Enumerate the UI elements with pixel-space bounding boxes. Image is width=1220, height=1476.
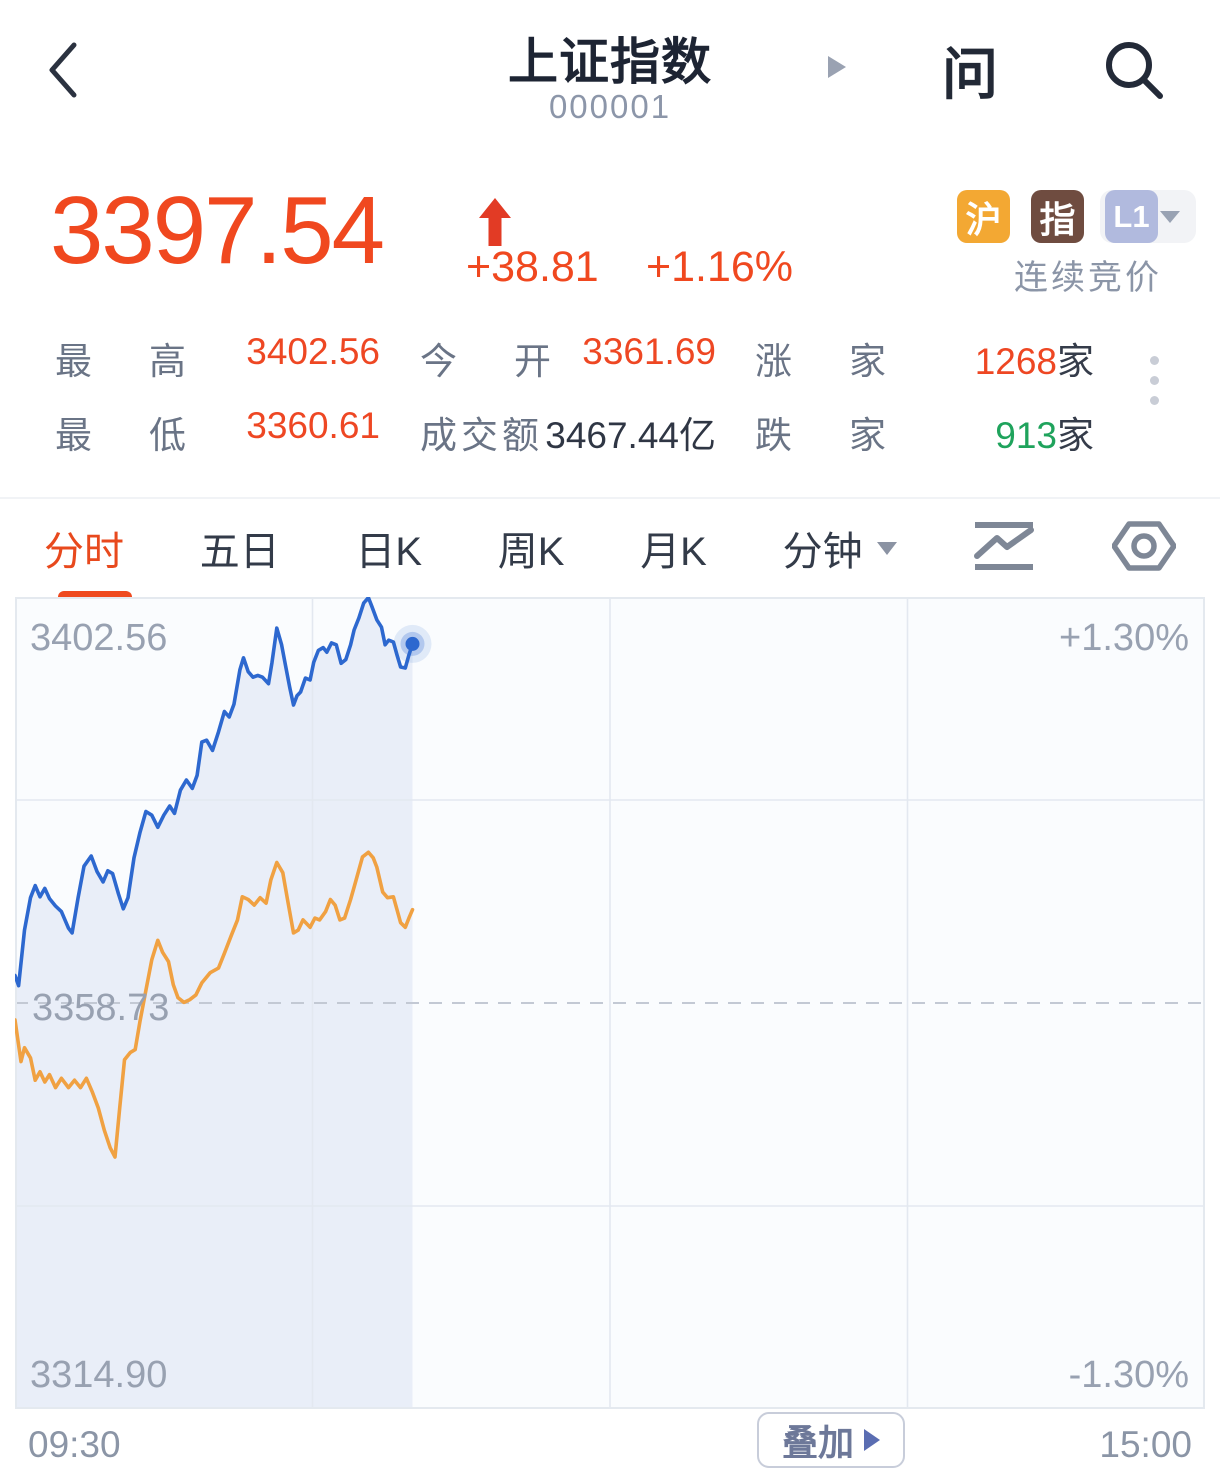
decliners-suffix: 家 xyxy=(1057,415,1094,456)
stat-value-advancers: 1268家 xyxy=(890,331,1094,385)
search-icon xyxy=(1106,42,1163,99)
play-right-icon xyxy=(864,1429,880,1451)
stat-label-turnover: 成交额 xyxy=(420,415,543,456)
stat-label-low: 最 低 xyxy=(55,415,196,456)
back-button[interactable] xyxy=(44,40,80,100)
session-status: 连续竞价 xyxy=(1014,259,1162,297)
settings-nut-icon xyxy=(1111,521,1177,571)
x-axis-end-time: 15:00 xyxy=(1099,1424,1192,1465)
chart-settings-button[interactable] xyxy=(1111,520,1177,576)
stat-value-high: 3402.56 xyxy=(246,331,380,372)
indicator-chart-button[interactable] xyxy=(972,520,1036,576)
stat-value-open: 3361.69 xyxy=(582,331,716,372)
advancers-count: 1268 xyxy=(974,341,1057,382)
tab-five-day[interactable]: 五日 xyxy=(199,530,280,574)
type-badge: 指 xyxy=(1031,190,1084,243)
intraday-chart[interactable]: 3402.56 +1.30% 3358.73 3314.90 -1.30% xyxy=(15,597,1205,1409)
chart-tabbar: 分时 五日 日K 周K 月K 分钟 xyxy=(0,497,1220,603)
up-arrow-icon xyxy=(479,198,511,246)
x-axis-start-time: 09:30 xyxy=(28,1424,121,1465)
tab-minute-label: 分钟 xyxy=(782,530,863,574)
y-label-high: 3402.56 xyxy=(30,617,168,659)
tab-intraday[interactable]: 分时 xyxy=(44,530,124,574)
stock-code: 000001 xyxy=(548,88,672,125)
level-badge: L1 xyxy=(1105,190,1158,243)
stat-label-advancers: 涨 家 xyxy=(755,341,896,382)
chevron-left-icon xyxy=(49,42,77,98)
chart-canvas xyxy=(15,597,1205,1409)
tab-daily-k[interactable]: 日K xyxy=(355,530,423,574)
ask-button[interactable]: 问 xyxy=(942,43,998,106)
tab-minute[interactable]: 分钟 xyxy=(783,519,897,577)
y-label-pct-high: +1.30% xyxy=(1059,617,1189,659)
tab-monthly-k[interactable]: 月K xyxy=(640,530,707,574)
decliners-count: 913 xyxy=(995,415,1057,456)
chevron-down-icon[interactable] xyxy=(1160,211,1180,223)
stat-label-decliners: 跌 家 xyxy=(755,415,896,456)
overlay-compare-button[interactable]: 叠加 xyxy=(757,1412,905,1468)
trend-lines-icon xyxy=(974,522,1035,570)
market-badge: 沪 xyxy=(957,190,1010,243)
stat-label-open: 今 开 xyxy=(420,341,561,382)
overlay-button-label: 叠加 xyxy=(781,1422,854,1463)
chevron-down-icon xyxy=(876,541,897,555)
chevron-right-icon[interactable] xyxy=(828,56,846,78)
price-change: +38.81 xyxy=(466,243,599,291)
stat-value-low: 3360.61 xyxy=(246,405,380,446)
search-button[interactable] xyxy=(1100,36,1168,104)
tab-weekly-k[interactable]: 周K xyxy=(497,530,565,574)
current-price: 3397.54 xyxy=(50,177,385,284)
stat-label-high: 最 高 xyxy=(55,341,196,382)
y-label-low: 3314.90 xyxy=(30,1354,168,1396)
y-label-pct-low: -1.30% xyxy=(1068,1354,1189,1396)
stat-value-turnover: 3467.44亿 xyxy=(545,415,716,456)
y-label-prev-close: 3358.73 xyxy=(32,987,170,1029)
stat-value-decliners: 913家 xyxy=(890,405,1094,459)
more-options-button[interactable] xyxy=(1150,356,1159,405)
price-change-percent: +1.16% xyxy=(646,243,794,291)
page-title: 上证指数 xyxy=(508,34,712,90)
advancers-suffix: 家 xyxy=(1057,341,1094,382)
